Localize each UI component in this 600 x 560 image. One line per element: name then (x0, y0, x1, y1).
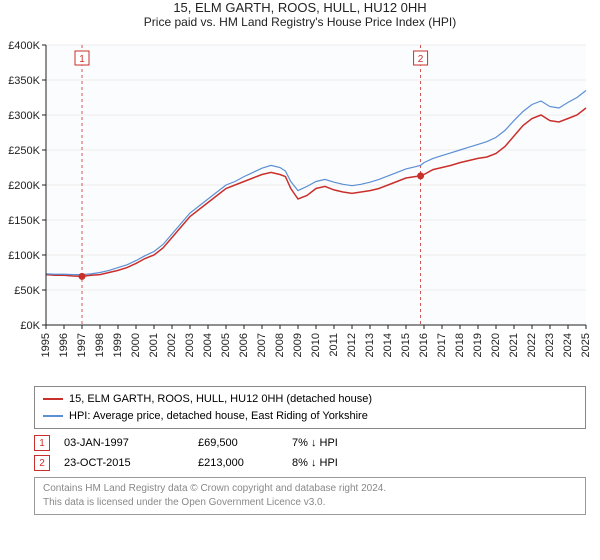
x-axis-label: 1995 (40, 333, 52, 357)
x-axis-label: 2020 (490, 333, 502, 357)
chart-container: { "title": "15, ELM GARTH, ROOS, HULL, H… (0, 0, 600, 560)
x-axis-label: 2015 (400, 333, 412, 357)
footer-line-2: This data is licensed under the Open Gov… (43, 496, 577, 510)
x-axis-label: 1999 (112, 333, 124, 357)
sale-marker-icon: 2 (34, 455, 50, 471)
x-axis-label: 2016 (418, 333, 430, 357)
legend-swatch (43, 398, 63, 400)
y-axis-label: £250K (8, 145, 40, 157)
x-axis-label: 1998 (94, 333, 106, 357)
y-axis-label: £400K (8, 40, 40, 52)
x-axis-label: 1997 (76, 333, 88, 357)
sale-marker-dot (79, 273, 86, 280)
sale-marker-dot (417, 172, 424, 179)
y-axis-label: £300K (8, 110, 40, 122)
line-chart-svg: £0K £50K £100K £150K £200K £250K £300K £350K £40… (0, 35, 600, 375)
x-axis-label: 2002 (166, 333, 178, 357)
x-axis-label: 2008 (274, 333, 286, 357)
x-axis-label: 2004 (202, 333, 214, 357)
x-axis-label: 2025 (580, 333, 592, 357)
x-axis-label: 2022 (526, 333, 538, 357)
sale-marker-label: 2 (418, 54, 424, 65)
x-axis-label: 2011 (328, 333, 340, 357)
y-axis-label: £0K (20, 320, 40, 332)
legend-label: HPI: Average price, detached house, East… (69, 408, 368, 425)
sale-price: £69,500 (198, 437, 278, 449)
x-axis-label: 2023 (544, 333, 556, 357)
x-axis-label: 1996 (58, 333, 70, 357)
x-axis-label: 2013 (364, 333, 376, 357)
x-axis-label: 2001 (148, 333, 160, 357)
x-axis-label: 2012 (346, 333, 358, 357)
x-axis-label: 2009 (292, 333, 304, 357)
sale-row: 1 03-JAN-1997 £69,500 7% ↓ HPI (34, 433, 586, 453)
legend-label: 15, ELM GARTH, ROOS, HULL, HU12 0HH (det… (69, 391, 372, 408)
sales-table: 1 03-JAN-1997 £69,500 7% ↓ HPI 2 23-OCT-2015 £… (34, 433, 586, 473)
sale-delta: 8% ↓ HPI (292, 457, 382, 469)
x-axis-label: 2018 (454, 333, 466, 357)
chart-plot-area: £0K £50K £100K £150K £200K £250K £300K £350K £40… (0, 35, 600, 380)
chart-subtitle: Price paid vs. HM Land Registry's House … (0, 15, 600, 29)
chart-title: 15, ELM GARTH, ROOS, HULL, HU12 0HH (0, 0, 600, 15)
y-axis-label: £100K (8, 250, 40, 262)
legend-swatch (43, 415, 63, 417)
sale-price: £213,000 (198, 457, 278, 469)
x-axis-label: 2014 (382, 333, 394, 357)
x-axis-label: 2017 (436, 333, 448, 357)
y-axis-label: £350K (8, 75, 40, 87)
y-axis-label: £200K (8, 180, 40, 192)
sale-delta: 7% ↓ HPI (292, 437, 382, 449)
y-axis-label: £50K (14, 285, 40, 297)
x-axis-label: 2010 (310, 333, 322, 357)
sale-row: 2 23-OCT-2015 £213,000 8% ↓ HPI (34, 453, 586, 473)
x-axis-label: 2003 (184, 333, 196, 357)
attribution-footer: Contains HM Land Registry data © Crown c… (34, 477, 586, 515)
x-axis-label: 2005 (220, 333, 232, 357)
sale-marker-label: 1 (79, 54, 85, 65)
sale-date: 03-JAN-1997 (64, 437, 184, 449)
x-axis-label: 2007 (256, 333, 268, 357)
legend-item: 15, ELM GARTH, ROOS, HULL, HU12 0HH (det… (43, 391, 577, 408)
x-axis-label: 2006 (238, 333, 250, 357)
sale-date: 23-OCT-2015 (64, 457, 184, 469)
x-axis-label: 2000 (130, 333, 142, 357)
footer-line-1: Contains HM Land Registry data © Crown c… (43, 482, 577, 496)
x-axis-label: 2019 (472, 333, 484, 357)
legend: 15, ELM GARTH, ROOS, HULL, HU12 0HH (det… (34, 386, 586, 429)
x-axis-label: 2021 (508, 333, 520, 357)
sale-marker-icon: 1 (34, 435, 50, 451)
y-axis-label: £150K (8, 215, 40, 227)
legend-item: HPI: Average price, detached house, East… (43, 408, 577, 425)
x-axis-label: 2024 (562, 333, 574, 357)
